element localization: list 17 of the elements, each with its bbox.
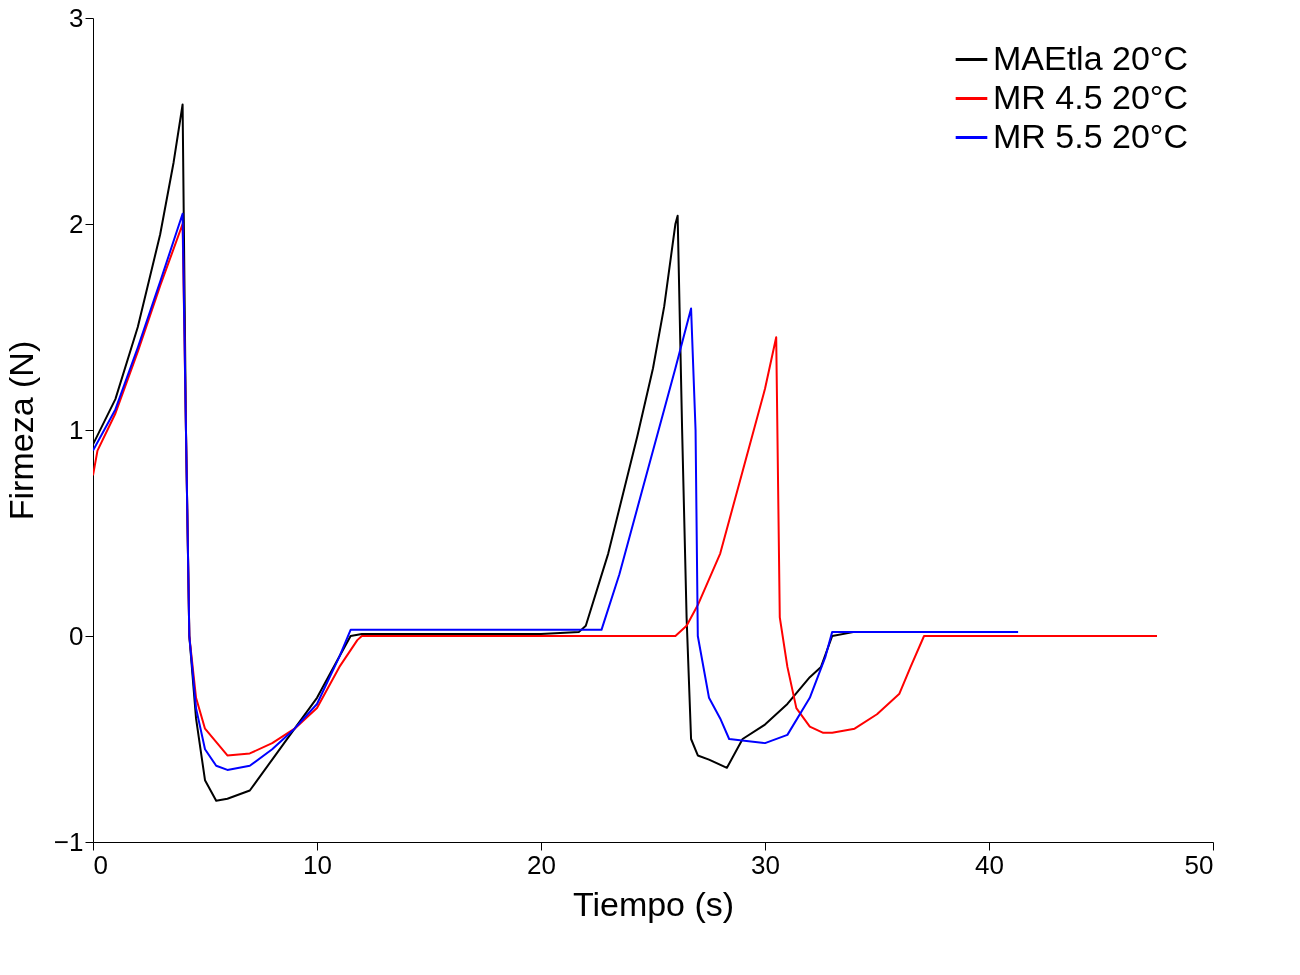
x-tick-label: 20 — [527, 849, 556, 880]
y-tick-label: 3 — [69, 2, 84, 33]
legend-label: MAEtla 20°C — [993, 38, 1189, 77]
x-tick-label: 0 — [93, 849, 108, 880]
y-axis-title: Firmeza (N) — [1, 340, 40, 521]
y-tick-label: 0 — [69, 620, 84, 651]
line-series — [93, 212, 1020, 771]
x-tick-label: 40 — [975, 849, 1004, 880]
y-tick-label: 2 — [69, 208, 84, 239]
x-tick-label: 50 — [1184, 849, 1214, 880]
legend-label: MR 5.5 20°C — [993, 116, 1189, 155]
x-tick-label: 10 — [303, 849, 332, 880]
legend-label: MR 4.5 20°C — [993, 77, 1189, 116]
y-tick-label: 1 — [69, 414, 84, 445]
x-axis-title: Tiempo (s) — [572, 884, 735, 923]
y-tick-label: −1 — [53, 826, 84, 857]
x-tick-label: 30 — [751, 849, 780, 880]
